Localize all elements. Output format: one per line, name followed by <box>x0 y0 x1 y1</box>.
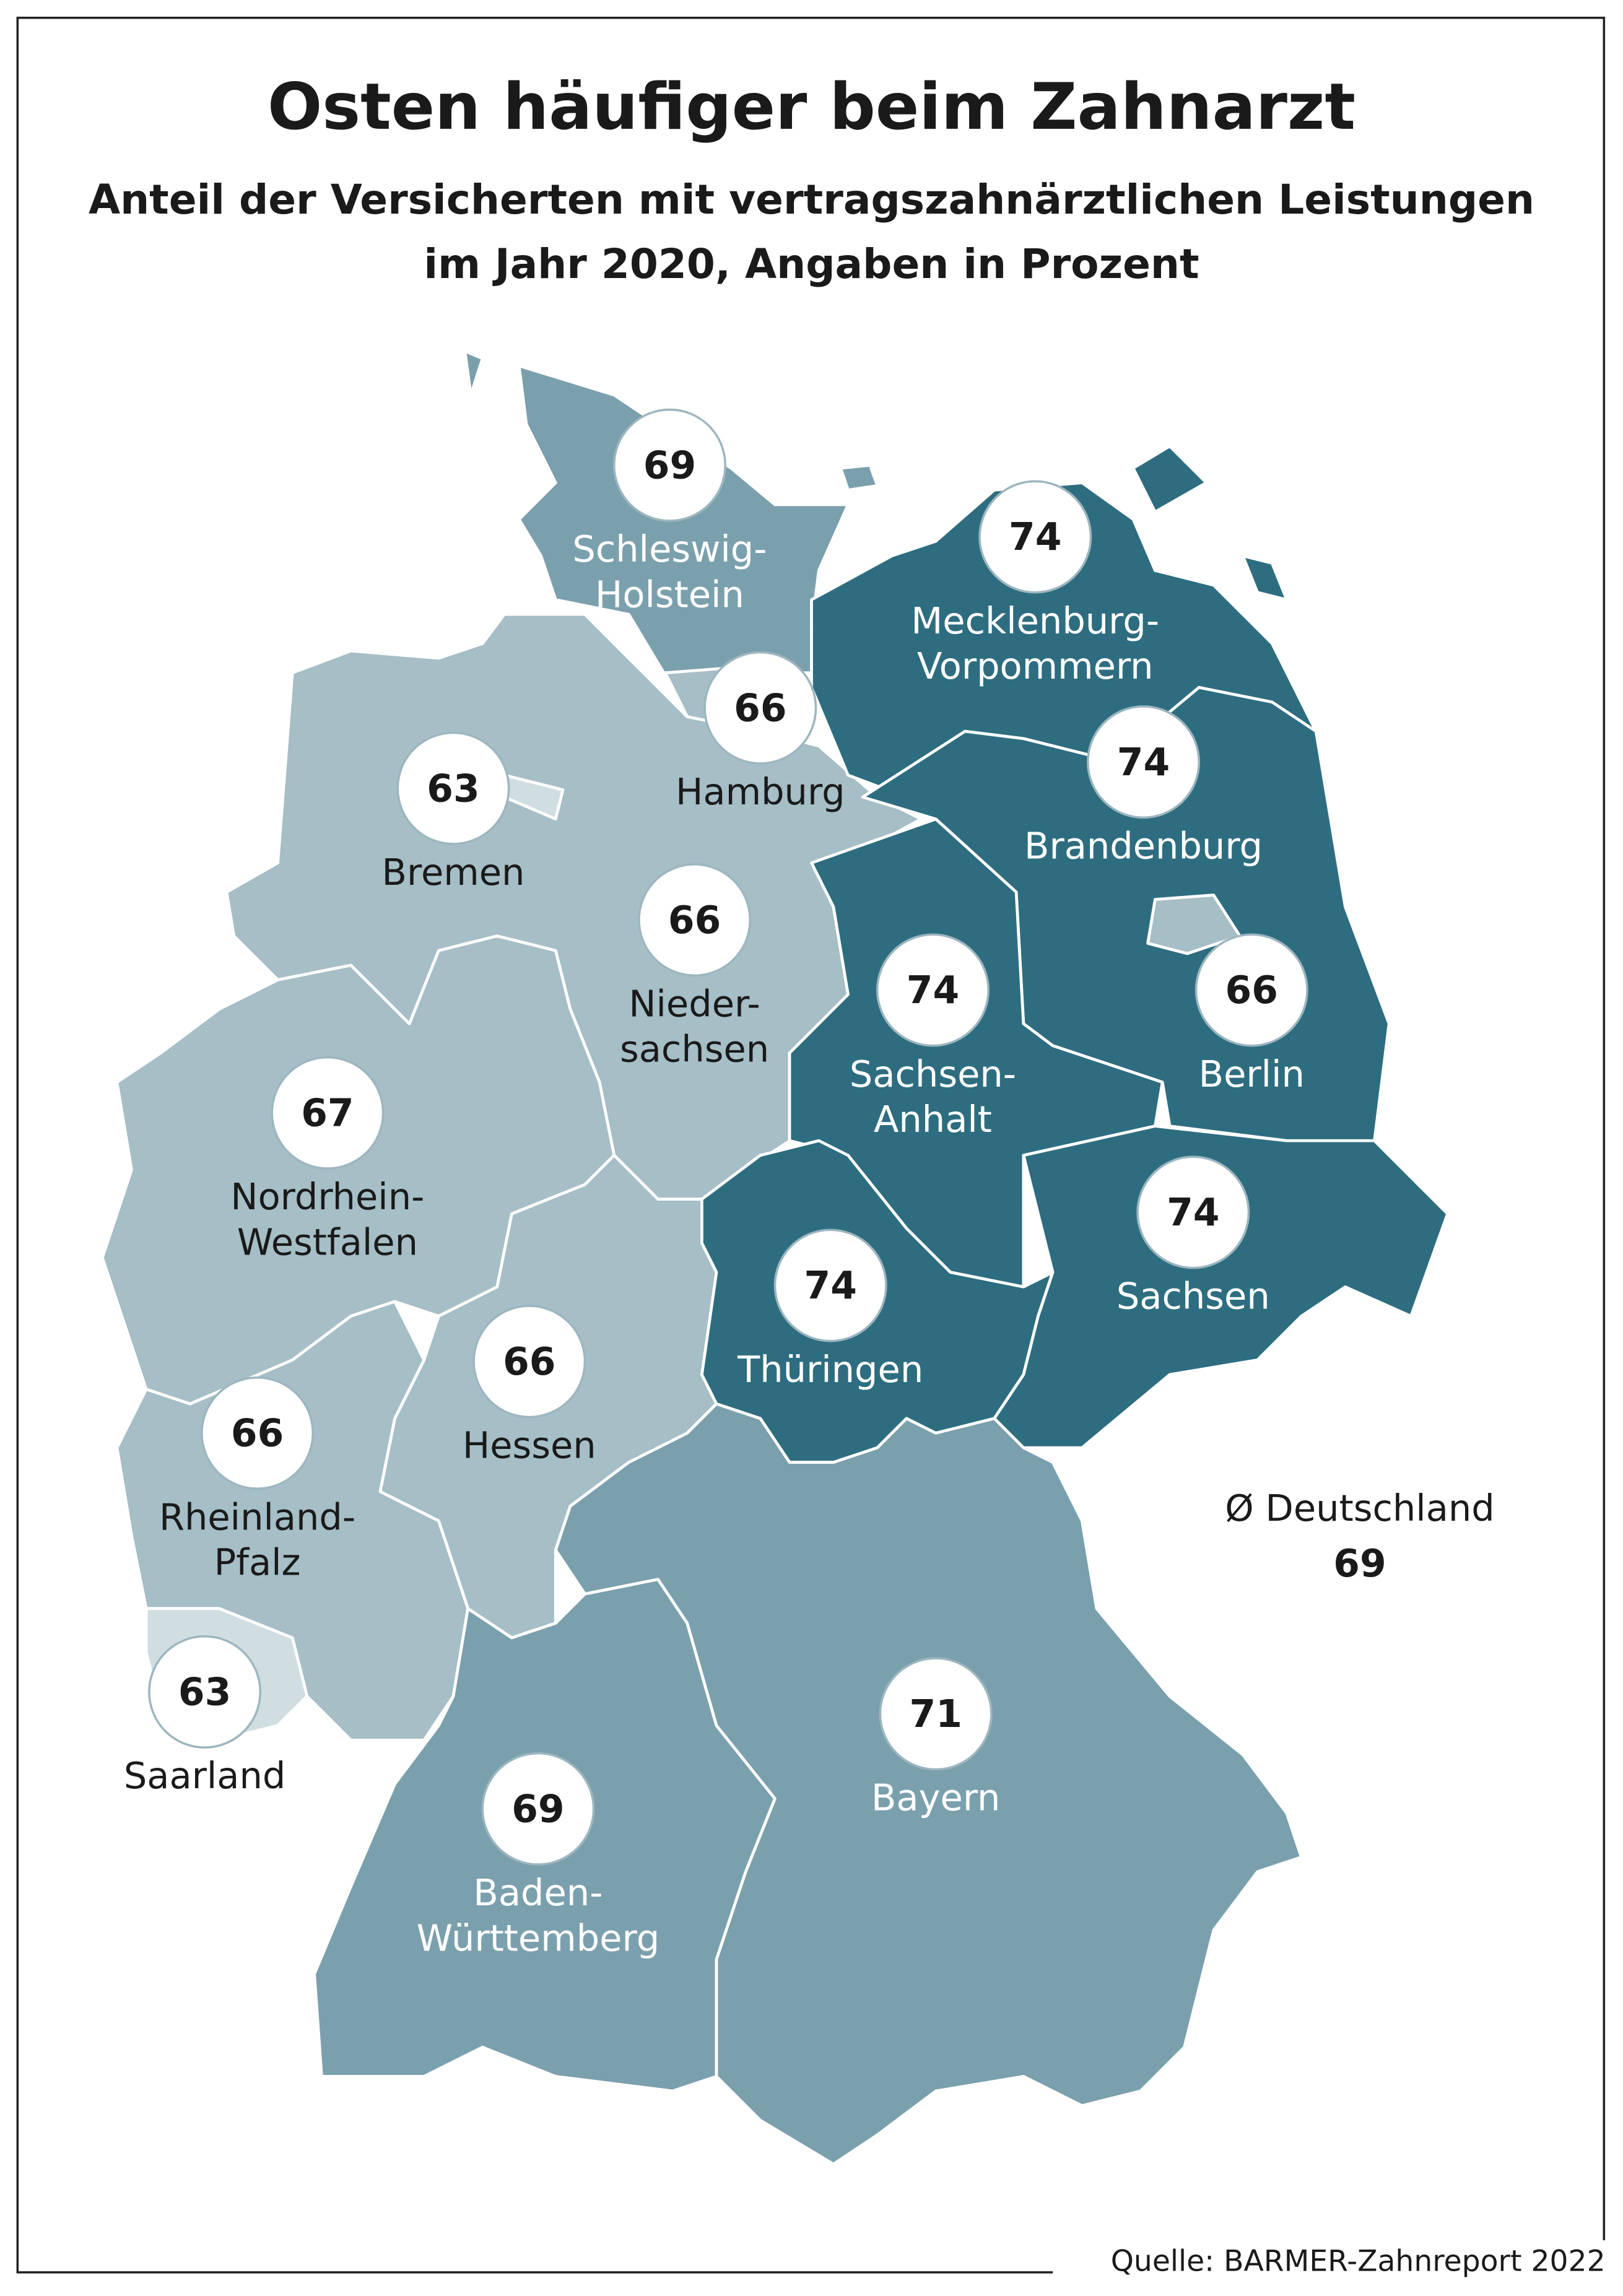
value-circle <box>148 1635 262 1749</box>
state-value: 66 <box>1225 968 1278 1012</box>
state-label-group: 74 Mecklenburg-Vorpommern <box>911 480 1159 687</box>
value-circle <box>703 651 817 765</box>
state-value: 67 <box>301 1092 354 1136</box>
state-value: 74 <box>1167 1191 1219 1235</box>
state-value: 74 <box>1009 515 1061 559</box>
state-value: 69 <box>643 444 696 488</box>
state-value: 74 <box>804 1264 856 1308</box>
value-circle <box>612 408 726 522</box>
state-name: Hamburg <box>676 770 845 813</box>
state-value: 63 <box>178 1671 231 1715</box>
state-label-group: 71 Bayern <box>871 1657 1001 1819</box>
state-name: Baden- <box>473 1871 603 1914</box>
value-circle <box>879 1657 993 1771</box>
state-name: Westfalen <box>237 1220 418 1263</box>
state-labels: 69 Schleswig-Holstein 74 Mecklenburg-Vorpom… <box>124 408 1308 1959</box>
value-circle <box>472 1305 586 1419</box>
value-circle <box>1136 1155 1250 1269</box>
state-name: Mecklenburg- <box>911 599 1159 642</box>
value-circle <box>396 731 510 845</box>
state-name: Sachsen <box>1116 1275 1270 1318</box>
state-name: Anhalt <box>874 1098 992 1141</box>
state-name: Württemberg <box>417 1916 659 1959</box>
title: Osten häufiger beim Zahnarzt <box>268 69 1355 144</box>
state-name: Brandenburg <box>1024 824 1263 867</box>
value-circle <box>1087 705 1201 819</box>
state-name: Nieder- <box>629 982 760 1025</box>
state-name: Hessen <box>463 1424 596 1467</box>
state-label-group: 63 Bremen <box>382 731 525 894</box>
state-value: 66 <box>668 898 721 942</box>
state-name: Bremen <box>382 851 525 894</box>
value-circle <box>773 1228 887 1342</box>
state-name: Bayern <box>871 1776 1001 1819</box>
value-circle <box>1194 933 1308 1047</box>
state-value: 71 <box>909 1692 962 1736</box>
state-name: Schleswig- <box>572 528 767 570</box>
state-label-group: 69 Baden-Württemberg <box>417 1752 659 1959</box>
state-label-group: 66 Berlin <box>1194 933 1308 1095</box>
state-name: Saarland <box>124 1754 285 1797</box>
state-label-group: 74 Thüringen <box>737 1228 923 1391</box>
state-value: 74 <box>1117 741 1170 785</box>
state-label-group: 74 Sachsen <box>1116 1155 1270 1318</box>
state-value: 66 <box>503 1340 555 1384</box>
state-label-group: 66 Nieder-sachsen <box>620 863 769 1071</box>
state-name: Vorpommern <box>917 645 1154 687</box>
state-label-group: 67 Nordrhein-Westfalen <box>230 1056 424 1263</box>
region-bayern <box>554 1402 1303 2166</box>
subtitle-line2: im Jahr 2020, Angaben in Prozent <box>424 240 1199 288</box>
state-label-group: 74 Sachsen-Anhalt <box>850 933 1016 1141</box>
value-circle <box>481 1752 595 1866</box>
value-circle <box>978 480 1092 594</box>
state-value: 63 <box>427 767 479 811</box>
state-name: Nordrhein- <box>230 1175 424 1218</box>
value-circle <box>201 1376 315 1490</box>
value-circle <box>876 933 990 1047</box>
state-label-group: 66 Rheinland-Pfalz <box>159 1376 355 1583</box>
state-label-group: 69 Schleswig-Holstein <box>572 408 767 615</box>
state-name: Berlin <box>1199 1053 1305 1095</box>
state-name: Thüringen <box>737 1348 923 1391</box>
region-sachsen <box>993 1124 1450 1450</box>
average-value: 69 <box>1333 1542 1386 1586</box>
value-circle <box>638 863 752 977</box>
state-label-group: 66 Hamburg <box>676 651 845 813</box>
state-name: sachsen <box>620 1028 769 1071</box>
state-name: Rheinland- <box>159 1495 355 1538</box>
region-berlin <box>1146 894 1242 955</box>
state-value: 66 <box>734 687 786 731</box>
state-label-group: 63 Saarland <box>124 1635 285 1797</box>
state-label-group: 66 Hessen <box>463 1305 596 1467</box>
value-circle <box>271 1056 385 1170</box>
average-label: Ø Deutschland <box>1225 1487 1495 1529</box>
state-name: Holstein <box>595 573 744 615</box>
state-name: Pfalz <box>214 1541 301 1583</box>
source-note: Quelle: BARMER-Zahnreport 2022 <box>1111 2244 1606 2278</box>
state-value: 69 <box>511 1788 564 1832</box>
subtitle-line1: Anteil der Versicherten mit vertragszahn… <box>89 176 1534 224</box>
state-value: 74 <box>907 968 959 1012</box>
state-name: Sachsen- <box>850 1053 1016 1095</box>
state-value: 66 <box>231 1412 284 1456</box>
state-label-group: 74 Brandenburg <box>1024 705 1263 867</box>
